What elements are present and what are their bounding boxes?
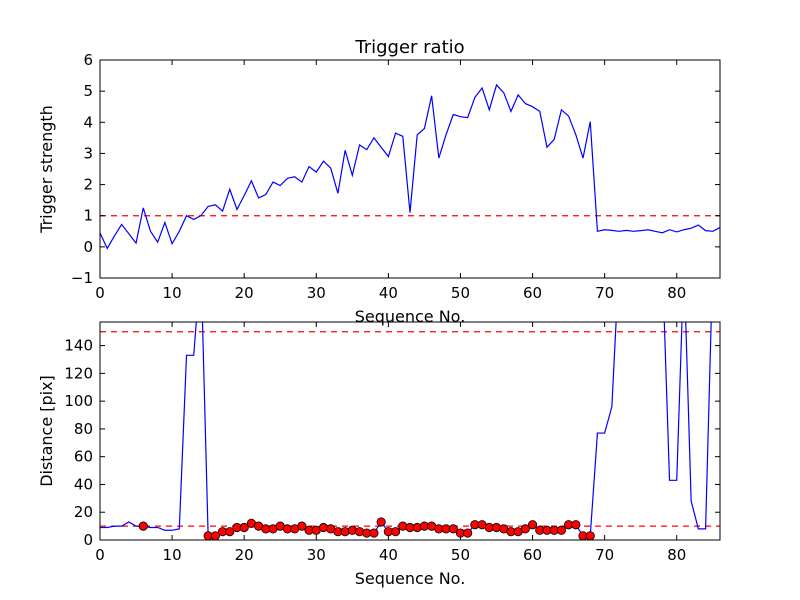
trigger-ytick-label: 2 bbox=[83, 176, 93, 194]
trigger-xtick-label: 70 bbox=[595, 284, 614, 302]
trigger-xlabel: Sequence No. bbox=[355, 307, 466, 326]
distance-xtick-label: 20 bbox=[235, 546, 254, 564]
distance-series-line bbox=[100, 322, 712, 537]
trigger-plot-area bbox=[100, 83, 720, 250]
trigger-ytick-label: 6 bbox=[83, 51, 93, 69]
distance-marker bbox=[138, 521, 148, 531]
trigger-xtick-label: 40 bbox=[379, 284, 398, 302]
trigger-ytick-label: 1 bbox=[83, 207, 93, 225]
distance-xtick-label: 80 bbox=[667, 546, 686, 564]
distance-axes-frame bbox=[99, 321, 721, 541]
distance-marker bbox=[520, 524, 530, 534]
distance-marker bbox=[448, 524, 458, 534]
trigger-xtick-label: 80 bbox=[667, 284, 686, 302]
distance-ytick-label: 100 bbox=[64, 392, 93, 410]
trigger-xtick-label: 60 bbox=[523, 284, 542, 302]
trigger-ytick-label: 4 bbox=[83, 113, 93, 131]
distance-marker bbox=[527, 520, 538, 530]
trigger-ytick-label: 0 bbox=[83, 238, 93, 256]
distance-xtick-label: 50 bbox=[451, 546, 470, 564]
distance-ytick-label: 120 bbox=[64, 364, 93, 382]
distance-xtick-label: 0 bbox=[95, 546, 105, 564]
trigger-xtick-label: 0 bbox=[95, 284, 105, 302]
distance-marker bbox=[297, 521, 307, 531]
distance-xtick-label: 10 bbox=[163, 546, 182, 564]
distance-ytick-label: 20 bbox=[74, 503, 93, 521]
trigger-ytick-label: 5 bbox=[83, 82, 93, 100]
trigger-ytick-label: 3 bbox=[83, 144, 93, 162]
distance-xtick-label: 30 bbox=[307, 546, 326, 564]
distance-ytick-label: 80 bbox=[74, 420, 93, 438]
distance-xtick-label: 60 bbox=[523, 546, 542, 564]
distance-marker bbox=[376, 517, 386, 527]
distance-plot-area bbox=[100, 322, 720, 540]
distance-chart: 0 10 20 30 40 50 60 70 80 0 20 40 60 80 100 120 140 Seque… bbox=[37, 321, 721, 588]
distance-marker bbox=[463, 528, 473, 538]
distance-ylabel: Distance [pix] bbox=[37, 375, 56, 487]
trigger-xtick-label: 50 bbox=[451, 284, 470, 302]
distance-marker bbox=[585, 531, 595, 540]
distance-ytick-label: 140 bbox=[64, 337, 93, 355]
distance-ytick-label: 40 bbox=[74, 475, 93, 493]
distance-xlabel: Sequence No. bbox=[355, 569, 466, 588]
distance-marker bbox=[225, 527, 235, 537]
trigger-xtick-label: 20 bbox=[235, 284, 254, 302]
distance-marker bbox=[369, 528, 379, 538]
trigger-series-line bbox=[100, 83, 720, 250]
distance-marker bbox=[239, 522, 249, 533]
distance-xtick-label: 40 bbox=[379, 546, 398, 564]
distance-ytick-label: 60 bbox=[74, 448, 93, 466]
trigger-xtick-label: 30 bbox=[307, 284, 326, 302]
distance-marker bbox=[210, 531, 220, 540]
trigger-axes-frame bbox=[99, 59, 721, 279]
distance-marker bbox=[390, 527, 401, 537]
trigger-title: Trigger ratio bbox=[354, 37, 464, 58]
trigger-ylabel: Trigger strength bbox=[37, 105, 56, 234]
trigger-xtick-label: 10 bbox=[163, 284, 182, 302]
distance-ytick-label: 0 bbox=[83, 531, 93, 549]
distance-xtick-label: 70 bbox=[595, 546, 614, 564]
distance-marker bbox=[571, 520, 581, 530]
distance-marker bbox=[556, 525, 566, 535]
trigger-ytick-label: −1 bbox=[71, 269, 93, 287]
